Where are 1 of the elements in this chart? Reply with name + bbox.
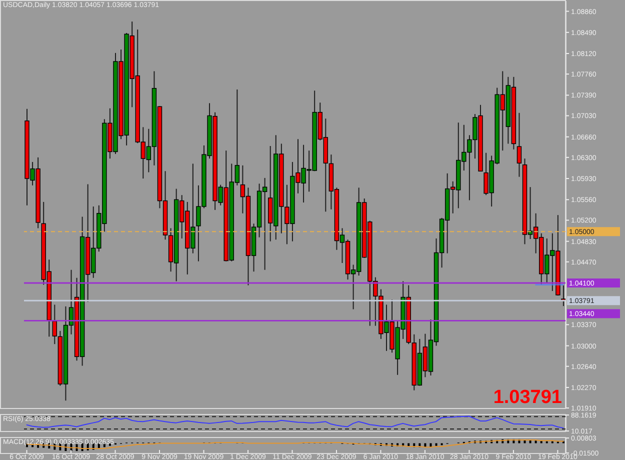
annotation: 1.03791	[493, 387, 562, 408]
